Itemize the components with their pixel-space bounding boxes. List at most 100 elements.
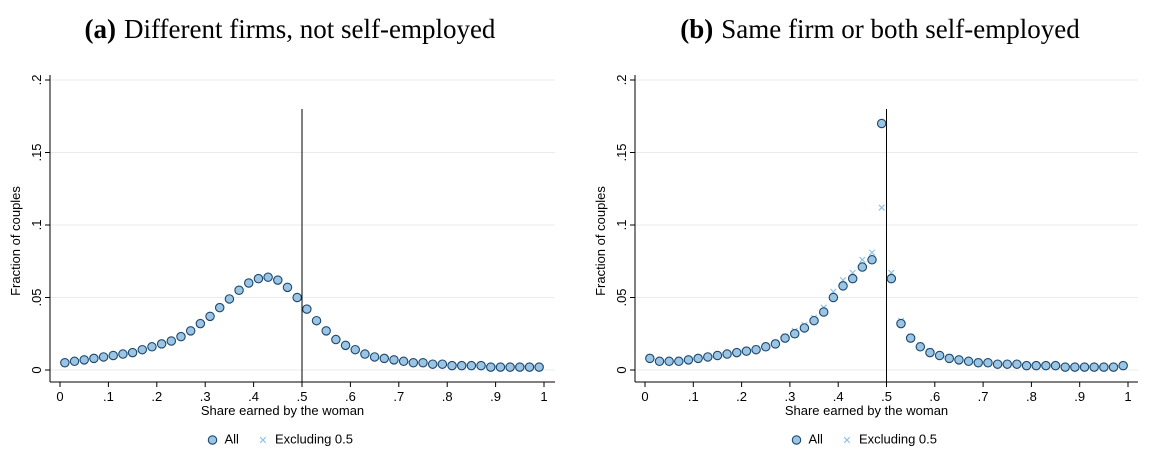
point <box>973 357 984 368</box>
x-tick-label: .2 <box>736 389 747 404</box>
point <box>868 249 876 256</box>
legend-label: Excluding 0.5 <box>275 431 353 446</box>
point <box>954 355 964 365</box>
point <box>1041 360 1051 371</box>
panel-label: (a) <box>85 14 116 44</box>
point <box>674 356 684 367</box>
point <box>89 353 99 364</box>
point <box>809 315 819 326</box>
title-text: Same firm or both self-employed <box>721 14 1080 44</box>
x-tick-label: .4 <box>833 389 844 404</box>
point <box>925 347 935 358</box>
point <box>722 349 732 359</box>
panel: (b) Same firm or both self-employed 0 .05 .1… <box>593 14 1138 446</box>
x-tick-label: .3 <box>784 389 795 404</box>
point <box>770 339 781 349</box>
point <box>350 344 360 355</box>
point <box>340 340 351 351</box>
point <box>838 281 848 291</box>
point <box>195 318 206 329</box>
point <box>263 272 273 282</box>
point <box>98 352 109 362</box>
panel-label: (b) <box>680 14 713 44</box>
point <box>118 349 128 359</box>
point <box>654 356 665 367</box>
point <box>379 353 390 364</box>
y-tick-label: .05 <box>614 288 629 306</box>
point <box>302 304 312 314</box>
point <box>828 292 839 303</box>
x-tick-label: .5 <box>297 389 308 404</box>
point <box>876 118 887 129</box>
x-tick-label: .8 <box>442 389 453 404</box>
point <box>234 285 244 295</box>
y-tick-label: 0 <box>614 366 629 373</box>
x-tick-label: .1 <box>103 389 114 404</box>
x-tick-label: .8 <box>1026 389 1037 404</box>
point <box>156 339 167 349</box>
point <box>79 355 89 365</box>
point <box>1118 360 1128 371</box>
chart-title: (b) Same firm or both self-employed <box>680 14 1080 44</box>
point <box>886 273 897 284</box>
point <box>1089 362 1099 372</box>
y-tick-label: .15 <box>29 143 44 161</box>
x-tick-label: 1 <box>540 389 547 404</box>
point <box>1002 359 1012 369</box>
y-tick-label: 0 <box>29 366 44 373</box>
point <box>244 278 254 288</box>
point <box>1108 362 1119 372</box>
point <box>780 333 790 343</box>
y-tick-label: .15 <box>614 143 629 161</box>
point <box>389 355 399 365</box>
point <box>878 204 885 211</box>
point <box>847 273 858 284</box>
point <box>1021 360 1032 371</box>
point <box>760 342 771 352</box>
x-tick-label: .9 <box>1074 389 1085 404</box>
point <box>896 318 906 329</box>
point <box>369 352 380 362</box>
point <box>214 302 225 313</box>
point <box>905 333 916 343</box>
x-tick-label: 1 <box>1124 389 1131 404</box>
point <box>534 362 544 372</box>
point <box>311 315 322 326</box>
point <box>703 352 713 362</box>
point <box>524 362 535 372</box>
point <box>963 356 974 367</box>
point <box>1079 362 1090 372</box>
point <box>1060 362 1070 372</box>
x-tick-label: .1 <box>688 389 699 404</box>
x-tick-label: 0 <box>56 389 63 404</box>
point <box>205 311 215 322</box>
point <box>437 359 448 369</box>
x-tick-label: .9 <box>490 389 501 404</box>
x-axis-label: Share earned by the woman <box>201 403 364 418</box>
point <box>282 282 293 293</box>
point <box>915 342 926 352</box>
point <box>466 360 477 371</box>
point <box>253 273 264 284</box>
point <box>360 349 370 359</box>
point <box>398 356 409 367</box>
point <box>1031 360 1041 371</box>
point <box>273 275 283 285</box>
x-tick-label: .2 <box>151 389 162 404</box>
point <box>859 256 866 264</box>
point <box>799 323 810 333</box>
point <box>693 353 703 364</box>
y-tick-label: .05 <box>29 288 44 306</box>
point <box>1050 360 1061 371</box>
point <box>292 292 302 303</box>
point <box>108 350 118 361</box>
legend-marker <box>791 435 802 445</box>
y-axis-label: Fraction of couples <box>593 186 608 296</box>
panel: (a) Different firms, not self-employed 0 .0… <box>8 14 555 446</box>
point <box>983 357 993 368</box>
point <box>751 344 761 355</box>
x-tick-label: .4 <box>248 389 259 404</box>
point <box>934 350 945 361</box>
point <box>664 356 674 367</box>
x-tick-label: 0 <box>641 389 648 404</box>
